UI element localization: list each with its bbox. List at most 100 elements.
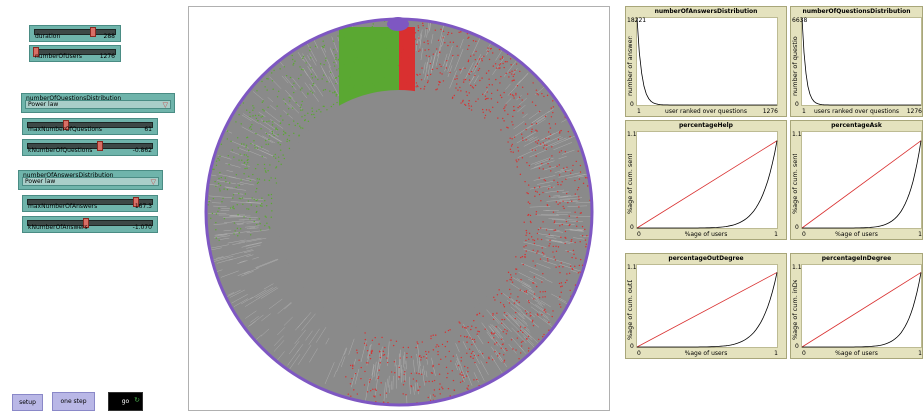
link-dot (353, 60, 355, 63)
link-hair (417, 343, 421, 367)
link-hair (526, 290, 539, 299)
setup-button[interactable]: setup (12, 394, 43, 411)
plot-questions-distribution[interactable]: numberOfQuestionsDistribution number of … (790, 6, 923, 117)
link-dot (338, 68, 340, 70)
plot-percentage-indegree[interactable]: percentageInDegree %age of cum. inDegree… (790, 253, 923, 359)
slider-thumb[interactable] (83, 218, 89, 228)
link-dot (297, 77, 300, 80)
plot-ymin: 0 (630, 343, 634, 350)
slider-thumb[interactable] (63, 120, 69, 130)
link-dot (508, 288, 511, 291)
link-dot (415, 86, 417, 88)
link-dot (268, 226, 270, 228)
link-hair (233, 231, 251, 234)
link-hair (551, 293, 567, 302)
link-dot (524, 310, 527, 312)
link-dot (265, 171, 267, 173)
link-hair (259, 122, 275, 133)
link-dot (540, 227, 542, 229)
chooser-select[interactable]: Power law ▽ (25, 100, 171, 109)
link-dot (470, 109, 473, 111)
link-dot (470, 356, 472, 358)
link-hair (224, 186, 234, 189)
link-dot (468, 92, 470, 94)
link-dot (538, 167, 541, 169)
link-dot (287, 108, 290, 110)
slider-thumb[interactable] (133, 197, 139, 207)
slider-thumb[interactable] (33, 47, 39, 57)
link-dot (442, 30, 445, 33)
link-dot (557, 138, 560, 141)
slider-thumb[interactable] (90, 27, 96, 37)
link-dot (474, 361, 476, 364)
slider-track[interactable] (27, 143, 153, 149)
link-hair (314, 83, 324, 97)
link-dot (516, 337, 519, 339)
dropdown-arrow-icon[interactable]: ▽ (162, 101, 168, 109)
slider-track[interactable] (27, 220, 153, 226)
link-dot (506, 330, 508, 332)
world-view[interactable] (188, 6, 610, 411)
link-dot (453, 94, 456, 97)
questions-distribution-chooser[interactable]: numberOfQuestionsDistribution Power law … (21, 93, 175, 113)
link-dot (240, 179, 242, 181)
link-dot (487, 50, 489, 53)
link-dot (482, 315, 484, 317)
max-number-of-answers-slider[interactable]: maxNumberOfAnswers 167.3 (22, 195, 158, 212)
link-hair (464, 62, 474, 81)
duration-slider[interactable]: duration 288 (29, 25, 121, 42)
max-number-of-questions-slider[interactable]: maxNumberOfQuestions 61 (22, 118, 158, 135)
link-dot (374, 38, 377, 40)
link-dot (560, 286, 562, 288)
plot-percentage-outdegree[interactable]: percentageOutDegree %age of cum. outDegr… (625, 253, 787, 359)
link-dot (475, 50, 477, 53)
link-dot (521, 137, 524, 139)
link-dot (542, 142, 544, 144)
link-dot (523, 246, 525, 248)
chooser-select[interactable]: Power law ▽ (22, 177, 159, 186)
link-dot (300, 127, 302, 129)
slider-track[interactable] (27, 199, 153, 205)
link-dot (365, 362, 368, 364)
link-dot (395, 39, 397, 42)
link-dot (239, 153, 241, 155)
plot-answers-distribution[interactable]: numberOfAnswersDistribution number of an… (625, 6, 787, 117)
slider-track[interactable] (34, 29, 116, 35)
answers-distribution-chooser[interactable]: numberOfAnswersDistribution Power law ▽ (18, 170, 163, 190)
plot-percentage-help[interactable]: percentageHelp %age of cum. sent answers… (625, 120, 787, 240)
plot-percentage-ask[interactable]: percentageAsk %age of cum. sent question… (790, 120, 923, 240)
link-dot (430, 337, 432, 340)
link-dot (439, 51, 441, 53)
link-dot (507, 271, 510, 274)
link-hair (225, 187, 247, 191)
link-hair (223, 216, 247, 218)
plot-ymin: 0 (630, 101, 634, 108)
link-hair (246, 177, 256, 181)
dropdown-arrow-icon[interactable]: ▽ (150, 178, 156, 186)
link-dot (508, 302, 511, 304)
slider-thumb[interactable] (97, 141, 103, 151)
link-dot (313, 113, 315, 116)
link-dot (343, 64, 346, 66)
link-dot (579, 258, 582, 261)
slider-track[interactable] (27, 122, 153, 128)
link-dot (293, 120, 295, 122)
link-dot (569, 289, 571, 292)
link-dot (461, 380, 464, 382)
link-dot (217, 210, 219, 212)
link-dot (289, 76, 292, 79)
link-dot (551, 155, 553, 157)
link-dot (519, 105, 521, 108)
number-of-users-slider[interactable]: numberOfUsers 1276 (29, 45, 121, 62)
k-number-of-answers-slider[interactable]: kNumberOfAnswers -1.070 (22, 216, 158, 233)
link-hair (268, 133, 283, 143)
link-dot (467, 367, 469, 369)
link-hair (328, 65, 338, 85)
plot-curves (801, 140, 922, 229)
link-dot (511, 121, 513, 123)
one-step-button[interactable]: one step (52, 392, 95, 411)
link-hair (297, 345, 312, 365)
link-dot (261, 205, 263, 207)
go-button[interactable]: go ↻ (108, 392, 143, 411)
k-number-of-questions-slider[interactable]: kNumberOfQuestions -0.862 (22, 139, 158, 156)
